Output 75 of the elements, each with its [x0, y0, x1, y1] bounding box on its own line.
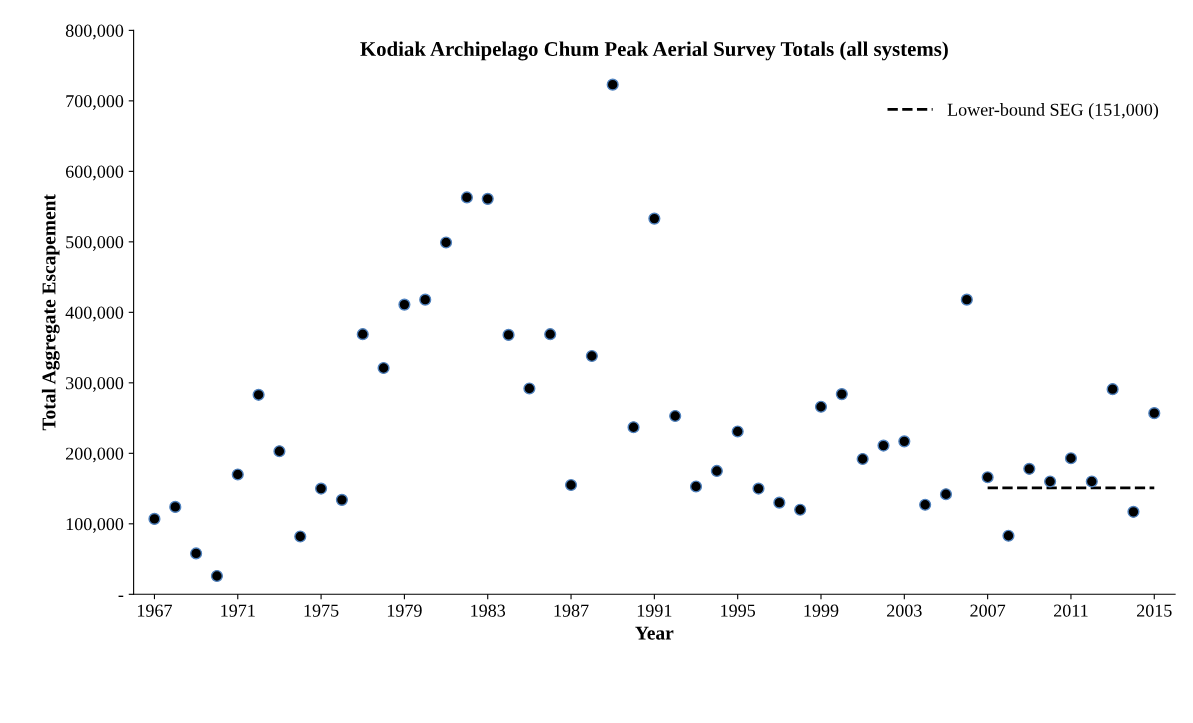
point	[1085, 475, 1098, 488]
x-tick-label: 1995	[721, 604, 756, 617]
y-tick-label: 800,000	[65, 24, 124, 40]
x-tick-label: 1983	[471, 604, 506, 617]
point	[502, 328, 515, 341]
y-tick-label: 100,000	[66, 518, 124, 533]
y-axis-title: Total Aggregate Escapement	[41, 194, 60, 431]
y-tick-label: 500,000	[66, 236, 124, 251]
x-tick-label: 2011	[1054, 604, 1088, 617]
y-tick-label: 600,000	[65, 165, 124, 181]
point	[544, 328, 557, 341]
point	[981, 471, 994, 484]
point	[856, 452, 869, 466]
point	[814, 400, 828, 413]
point	[731, 425, 744, 438]
point	[1002, 529, 1015, 542]
point	[398, 298, 411, 311]
x-tick-label: 1987	[554, 604, 589, 617]
point	[1023, 462, 1036, 475]
point	[939, 488, 953, 501]
point	[1064, 452, 1078, 465]
point	[1044, 475, 1057, 488]
point	[627, 421, 640, 434]
point	[190, 547, 203, 560]
x-tick-label: 1971	[221, 604, 255, 617]
x-tick-label: 1999	[804, 604, 839, 617]
y-tick-label: -	[118, 595, 124, 597]
point	[960, 293, 973, 306]
point	[335, 493, 348, 506]
point	[752, 482, 765, 495]
x-tick-label: 2003	[887, 604, 922, 617]
point	[710, 464, 723, 478]
point	[1106, 383, 1119, 396]
point	[523, 382, 536, 395]
point	[481, 192, 494, 205]
y-tick-label: 300,000	[66, 377, 124, 392]
point	[315, 482, 328, 495]
point	[773, 496, 786, 509]
y-tick-label: 200,000	[66, 447, 124, 463]
point	[1127, 505, 1140, 518]
point	[877, 439, 890, 452]
point	[669, 409, 682, 423]
x-tick-label: 1979	[387, 604, 422, 617]
x-axis-title: Year	[635, 626, 674, 640]
point	[377, 361, 390, 375]
point	[169, 500, 182, 513]
point	[564, 478, 578, 492]
point	[794, 503, 807, 516]
point	[919, 498, 932, 511]
legend-label: Lower-bound SEG (151,000)	[947, 103, 1159, 120]
x-tick-label: 1991	[637, 604, 672, 617]
x-tick-label: 2015	[1137, 604, 1172, 617]
point	[606, 78, 619, 91]
point	[898, 435, 911, 448]
point	[689, 480, 703, 493]
point	[148, 512, 161, 525]
point	[252, 388, 265, 401]
y-tick-label: 700,000	[66, 95, 124, 110]
x-tick-label: 1967	[137, 604, 172, 617]
point	[294, 530, 307, 543]
point	[419, 293, 432, 306]
point	[648, 212, 661, 225]
point	[273, 445, 286, 458]
point	[356, 328, 369, 341]
point	[439, 236, 453, 249]
point	[1148, 407, 1161, 420]
point	[460, 191, 473, 204]
x-tick-label: 1975	[304, 604, 339, 617]
point	[585, 349, 598, 363]
point	[231, 468, 244, 481]
y-tick-label: 400,000	[65, 306, 124, 322]
point	[210, 569, 224, 583]
chart-title: Kodiak Archipelago Chum Peak Aerial Survey Totals (all systems)	[360, 41, 948, 61]
point	[835, 388, 848, 401]
x-tick-label: 2007	[970, 604, 1006, 617]
